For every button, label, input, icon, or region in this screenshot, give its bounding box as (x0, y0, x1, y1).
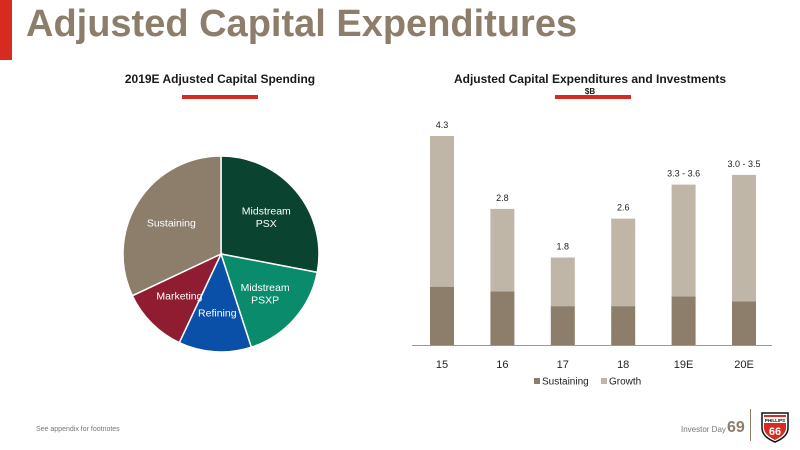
bar-sustaining-18 (611, 306, 636, 345)
pie-slice-2 (178, 251, 253, 353)
page-number: 69 (727, 419, 745, 436)
x-tick-label-16: 16 (496, 359, 508, 371)
bar-sustaining-19E (671, 296, 696, 345)
footer-divider (750, 409, 751, 441)
pie-slice-label-2: Refining (198, 308, 237, 320)
pie-slice-label-0: Midstream PSX (242, 206, 291, 231)
footnote-text: See appendix for footnotes (36, 426, 120, 433)
bar-total-label-19E: 3.3 - 3.6 (667, 169, 700, 179)
x-tick-label-20E: 20E (734, 359, 754, 371)
legend-swatch-growth (601, 378, 607, 384)
bar-sustaining-16 (490, 291, 515, 345)
x-tick-label-15: 15 (436, 359, 448, 371)
bar-chart-subtitle: $B (584, 87, 596, 96)
pie-slice-0 (220, 155, 320, 274)
bar-total-label-16: 2.8 (496, 193, 509, 203)
page-title: Adjusted Capital Expenditures (26, 3, 578, 45)
event-label: Investor Day (681, 425, 726, 434)
legend-swatch-sustaining (534, 378, 540, 384)
bar-sustaining-20E (732, 301, 756, 345)
pie-slice-label-4: Sustaining (147, 217, 196, 229)
bar-chart-title: Adjusted Capital Expenditures and Invest… (453, 72, 727, 86)
svg-text:PHILLIPS: PHILLIPS (765, 418, 785, 423)
legend-label-growth: Growth (609, 377, 641, 388)
bar-total-label-17: 1.8 (557, 242, 570, 252)
bar-total-label-18: 2.6 (617, 203, 630, 213)
pie-slice-1 (219, 253, 319, 349)
bar-title-underline (555, 95, 631, 99)
svg-text:66: 66 (769, 426, 781, 438)
pie-title-underline (182, 95, 258, 99)
bar-growth-18 (611, 218, 636, 307)
bar-growth-19E (671, 184, 696, 297)
bar-total-label-20E: 3.0 - 3.5 (727, 159, 760, 169)
bar-growth-15 (430, 136, 454, 287)
bar-sustaining-15 (430, 286, 454, 345)
bar-growth-20E (732, 174, 756, 302)
bar-growth-16 (490, 208, 515, 292)
bar-sustaining-17 (550, 306, 575, 345)
x-tick-label-17: 17 (557, 359, 569, 371)
bar-total-label-15: 4.3 (436, 120, 449, 130)
pie-slice-label-1: Midstream PSXP (241, 282, 290, 307)
bar-growth-17 (550, 257, 575, 307)
pie-chart-title: 2019E Adjusted Capital Spending (124, 72, 316, 86)
pie-slice-label-3: Marketing (156, 291, 202, 303)
x-tick-label-19E: 19E (674, 359, 694, 371)
title-accent-bar (0, 0, 12, 60)
legend-label-sustaining: Sustaining (542, 377, 589, 388)
pie-slice-4 (122, 155, 222, 297)
x-tick-label-18: 18 (617, 359, 629, 371)
phillips-66-logo: PHILLIPS 66 (761, 412, 789, 443)
pie-slice-3 (131, 252, 223, 344)
